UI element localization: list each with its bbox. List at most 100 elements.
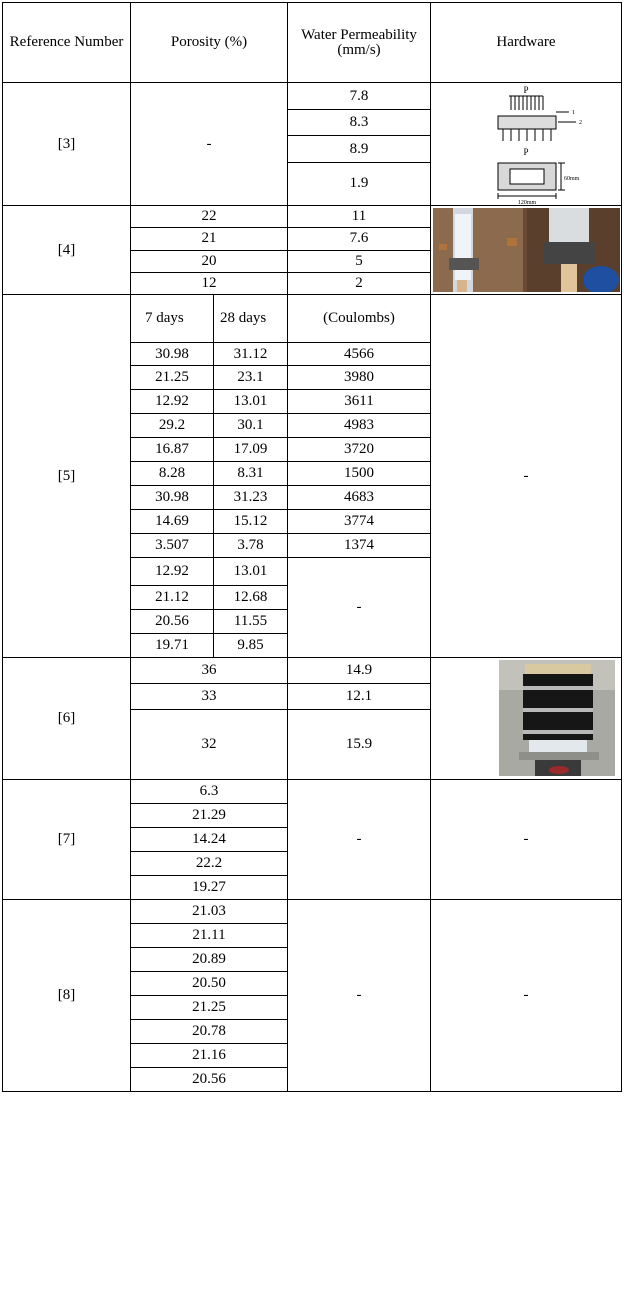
porosity-7-days-cell: 21.25 [130,365,214,390]
permeability-cell: 15.9 [287,709,431,780]
table-row: [7] 6.3 - - [2,779,622,900]
porosity-cell: 21.03 [130,899,288,924]
table-row: 21.25 23.1 3980 [3,365,622,390]
porosity-cell: 21.25 [130,995,288,1020]
table-row: 20.50 [3,971,622,996]
porosity-cell: 36 [130,657,288,684]
porosity-cell: 20.78 [130,1019,288,1044]
porosity-cell: - [130,82,288,206]
porosity-cell: 22.2 [130,851,288,876]
coulombs-cell: 4683 [287,485,431,510]
header-water-permeability: Water Permeability (mm/s) [287,2,431,83]
table-row: 16.87 17.09 3720 [3,437,622,462]
porosity-cell: 21.16 [130,1043,288,1068]
table-row: 8.9 [3,135,622,163]
svg-text:60mm: 60mm [564,176,580,182]
table-row: 20.56 [3,1067,622,1092]
porosity-cell: 14.24 [130,827,288,852]
porosity-cell: 20.89 [130,947,288,972]
table-row: 19.71 9.85 [3,633,622,658]
porosity-28-days-cell: 15.12 [213,509,288,534]
table-row: [4] 22 11 [2,204,622,295]
porosity-cell: 20 [130,249,288,273]
permeability-cell: 5 [287,249,431,273]
porosity-7-days-cell: 8.28 [130,461,214,486]
table-row: 21.25 [3,995,622,1020]
hardware-cell: - [430,294,622,658]
hardware-cell [430,205,622,295]
coulombs-cell: 4566 [287,342,431,366]
permeameter-photo-icon [433,208,620,292]
permeability-cell: 8.9 [287,135,431,163]
porosity-7-days-cell: 19.71 [130,633,214,658]
table-row: 20.56 11.55 [3,609,622,634]
table-row: 19.27 [3,875,622,900]
porosity-cell: 32 [130,709,288,780]
subheader-coulombs: (Coulombs) [287,294,431,343]
porosity-cell: 21 [130,227,288,251]
table-row: [8] 21.03 - - [2,899,622,1092]
porosity-cell: 21.11 [130,923,288,948]
ref-cell: [8] [2,899,131,1092]
coulombs-cell: - [287,557,431,658]
porosity-7-days-cell: 21.12 [130,585,214,610]
header-hardware: Hardware [430,2,622,83]
porosity-cell: 12 [130,271,288,296]
table-row: 33 12.1 [3,683,622,710]
permeability-cell: - [287,899,431,1092]
porosity-28-days-cell: 12.68 [213,585,288,610]
porosity-cell: 19.27 [130,875,288,900]
porosity-7-days-cell: 20.56 [130,609,214,634]
porosity-7-days-cell: 16.87 [130,437,214,462]
table-row: 3.507 3.78 1374 [3,533,622,558]
hardware-cell: - [430,899,622,1092]
ref-cell: [5] [2,294,131,658]
table-row: [5] 7 days 28 days (Coulombs) - [2,294,622,658]
permeability-cell: 8.3 [287,109,431,137]
table-row: [6] 36 14.9 [2,657,622,780]
porosity-28-days-cell: 8.31 [213,461,288,486]
header-reference-number: Reference Number [2,2,131,83]
porosity-7-days-cell: 14.69 [130,509,214,534]
svg-text:120mm: 120mm [518,200,537,205]
porosity-cell: 21.29 [130,803,288,828]
porosity-cell: 22 [130,204,288,229]
porosity-cell: 20.50 [130,971,288,996]
svg-text:2: 2 [579,120,582,126]
subheader-7-days: 7 days [130,294,214,343]
coulombs-cell: 1500 [287,461,431,486]
porosity-7-days-cell: 30.98 [130,485,214,510]
coulombs-cell: 4983 [287,413,431,438]
svg-text:P: P [523,147,528,157]
subheader-28-days: 28 days [213,294,288,343]
porosity-28-days-cell: 31.23 [213,485,288,510]
permeability-cell: 2 [287,271,431,296]
permeability-cell: 11 [287,204,431,229]
table-row: 22.2 [3,851,622,876]
coulombs-cell: 3611 [287,389,431,414]
porosity-28-days-cell: 31.12 [213,342,288,366]
porosity-28-days-cell: 11.55 [213,609,288,634]
table-row: 1.9 [3,161,622,207]
coulombs-cell: 3980 [287,365,431,390]
table-row: 14.69 15.12 3774 [3,509,622,534]
table-row: 14.24 [3,827,622,852]
permeability-cell: 12.1 [287,683,431,710]
porosity-28-days-cell: 17.09 [213,437,288,462]
hardware-cell [430,657,622,780]
hardware-cell: - [430,779,622,900]
porosity-7-days-cell: 12.92 [130,557,214,586]
svg-text:P: P [523,85,528,95]
porosity-7-days-cell: 30.98 [130,342,214,366]
porosity-28-days-cell: 13.01 [213,557,288,586]
table-row: 12 2 [3,271,622,296]
ref-cell: [4] [2,205,131,295]
header-porosity: Porosity (%) [130,2,288,83]
table-row: [3] - 7.8 P 1 [2,81,622,206]
ref-cell: [6] [2,657,131,780]
load-test-diagram-icon: P 1 2 [497,85,582,205]
ref-cell: [7] [2,779,131,900]
table-row: 8.28 8.31 1500 [3,461,622,486]
porosity-cell: 33 [130,683,288,710]
